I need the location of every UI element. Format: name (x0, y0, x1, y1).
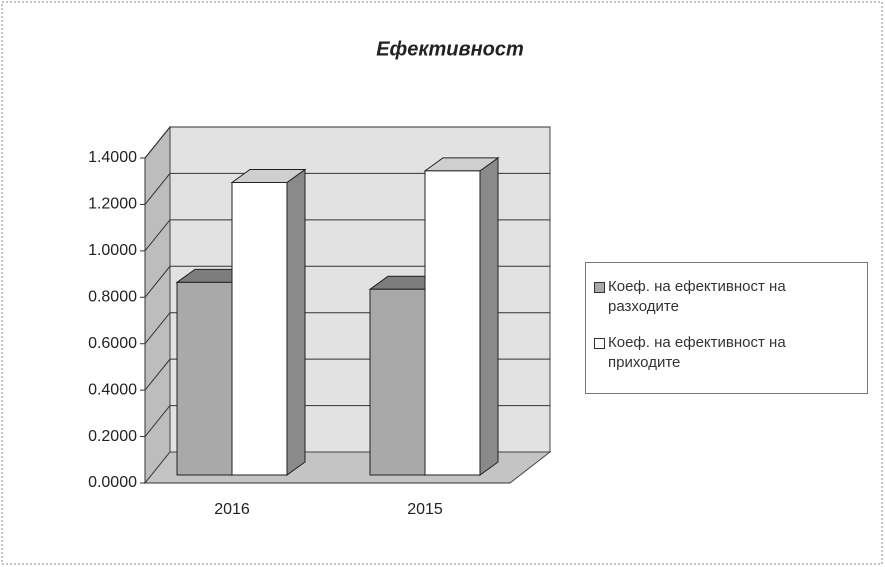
y-tick-label: 1.2000 (88, 196, 137, 213)
grid-line (144, 265, 550, 298)
x-tick-label: 2016 (214, 501, 250, 518)
grid-line (144, 172, 550, 205)
legend-label: Коеф. на ефективност на приходите (608, 334, 786, 371)
grid-line (144, 126, 550, 159)
legend-swatch (594, 282, 605, 293)
legend-entry: Коеф. на ефективност на приходите (594, 333, 859, 373)
legend-label: Коеф. на ефективност на разходите (608, 278, 786, 315)
bar-front (424, 170, 481, 476)
y-tick-label: 0.2000 (88, 428, 137, 445)
y-tick-label: 0.8000 (88, 289, 137, 306)
y-tick-label: 1.0000 (88, 242, 137, 259)
bar-side (286, 168, 306, 476)
y-tick-label: 0.6000 (88, 335, 137, 352)
y-tick-label: 0.4000 (88, 381, 137, 398)
bar-front (176, 281, 233, 476)
y-tick-label: 0.0000 (88, 474, 137, 491)
legend-swatch (594, 338, 605, 349)
bar-front (231, 182, 288, 476)
bar-front (369, 288, 426, 476)
x-tick-label: 2015 (407, 501, 443, 518)
side-wall (144, 125, 171, 485)
legend-entry: Коеф. на ефективност на разходите (594, 277, 859, 317)
y-tick-label: 1.4000 (88, 149, 137, 166)
chart-title: Ефективност (376, 38, 524, 60)
bar-side (479, 156, 499, 476)
legend: Коеф. на ефективност на разходите Коеф. н… (585, 262, 868, 394)
grid-line (144, 219, 550, 252)
bar (423, 156, 500, 476)
bar (230, 168, 307, 476)
